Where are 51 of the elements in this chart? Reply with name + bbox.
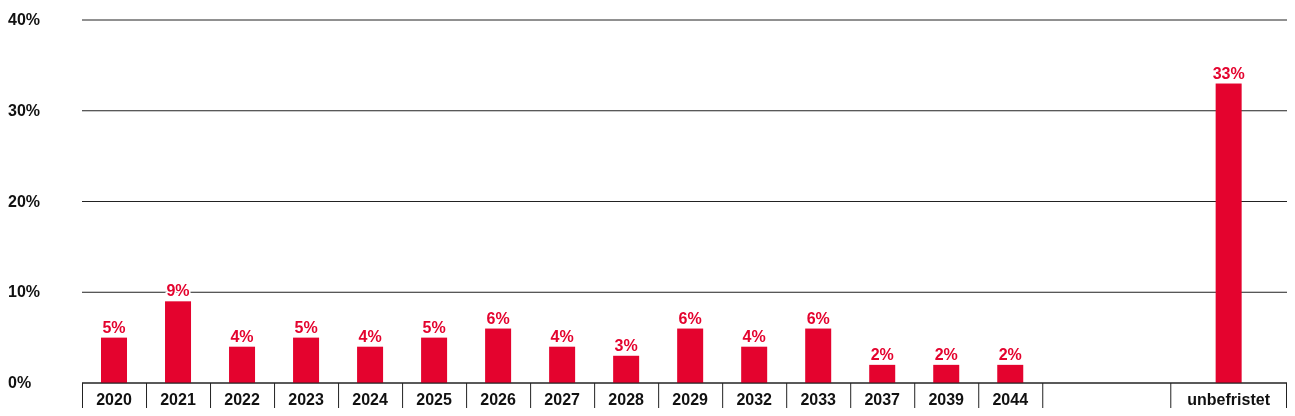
bar [933,364,960,383]
bar [741,346,768,383]
x-tick-label: 2029 [672,391,709,408]
bar [357,346,384,383]
x-tick-label: 2044 [992,391,1029,408]
data-label: 4% [550,327,574,345]
x-tick-label: 2020 [96,391,132,408]
x-tick-label: 2024 [352,391,388,408]
x-tick-label: 2023 [288,391,324,408]
x-tick-label: 2026 [480,391,517,408]
x-tick-label: 2028 [608,391,645,408]
x-tick-label: 2037 [864,391,901,408]
bar [101,337,128,383]
bar [229,346,256,383]
data-label: 3% [614,336,638,354]
bar [293,337,320,383]
data-label: 6% [486,309,510,327]
data-label: 4% [230,327,254,345]
x-tick-label: 2022 [224,391,260,408]
y-tick-label: 0% [8,374,32,391]
bar [613,355,640,383]
y-tick-label: 30% [8,101,41,119]
data-label: 5% [102,318,126,336]
data-label: 4% [358,327,382,345]
bar [485,328,512,383]
x-tick-label: 2032 [736,391,773,408]
bar [805,328,832,383]
data-label: 33% [1212,64,1245,82]
data-label: 5% [422,318,446,336]
bar [421,337,448,383]
data-label: 4% [742,327,766,345]
y-tick-label: 40% [8,11,41,28]
bar [165,301,192,383]
data-label: 2% [998,345,1022,363]
y-tick-label: 20% [8,192,41,210]
y-tick-label: 10% [8,283,41,301]
x-tick-label: 2033 [800,391,837,408]
bar [869,364,896,383]
x-tick-label: unbefristet [1187,391,1271,408]
x-tick-label: 2039 [928,391,965,408]
bar [549,346,576,383]
data-label: 2% [934,345,958,363]
x-tick-label: 2021 [160,391,196,408]
x-tick-label: 2025 [416,391,452,408]
x-tick-label: 2027 [544,391,581,408]
data-label: 2% [870,345,894,363]
data-label: 6% [678,309,702,327]
data-label: 5% [294,318,318,336]
data-label: 6% [806,309,830,327]
bar [997,364,1024,383]
bar [677,328,704,383]
